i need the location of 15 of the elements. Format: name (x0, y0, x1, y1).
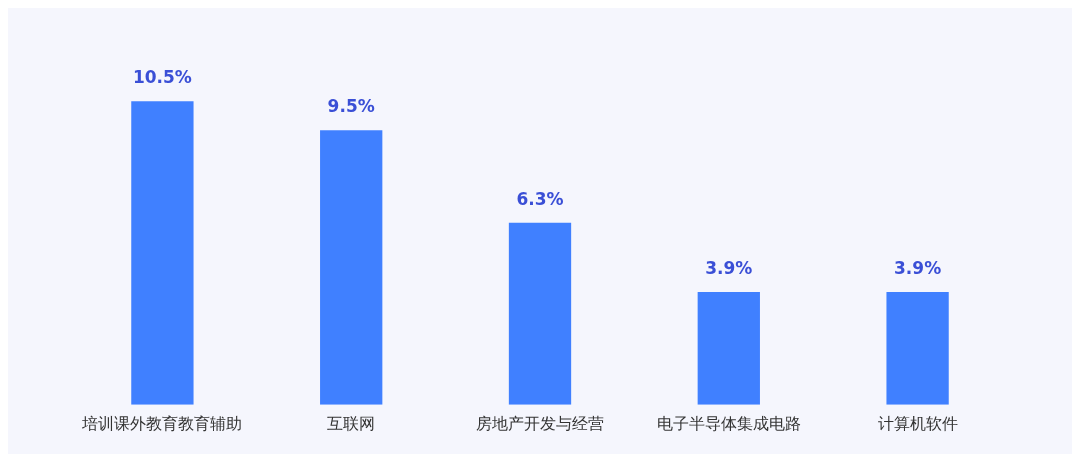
data-label: 10.5% (132, 67, 192, 88)
data-label: 3.9% (894, 258, 942, 279)
data-label: 6.3% (516, 188, 564, 209)
data-label: 9.5% (327, 96, 375, 117)
x-tick-label: 计算机软件 (877, 413, 958, 433)
bar (886, 292, 949, 405)
bar (131, 101, 194, 405)
x-tick-label: 培训课外教育教育辅助 (81, 413, 243, 433)
bar (320, 130, 383, 405)
bar (508, 222, 572, 405)
bar (697, 292, 760, 405)
x-tick-label: 电子半导体集成电路 (656, 413, 801, 433)
x-tick-label: 房地产开发与经营 (476, 413, 604, 433)
data-label: 3.9% (705, 258, 753, 279)
x-tick-label: 互联网 (327, 413, 376, 433)
